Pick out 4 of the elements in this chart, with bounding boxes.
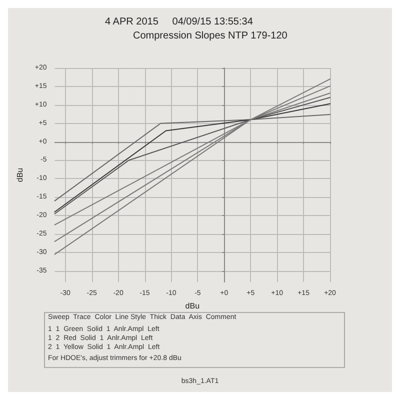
y-axis-title: dBu	[16, 168, 24, 182]
chart-title: Compression Slopes NTP 179-120	[133, 30, 288, 42]
x-axis-title: dBu	[185, 301, 200, 310]
chart-subtitle: 4 APR 2015 04/09/15 13:55:34	[105, 16, 254, 28]
